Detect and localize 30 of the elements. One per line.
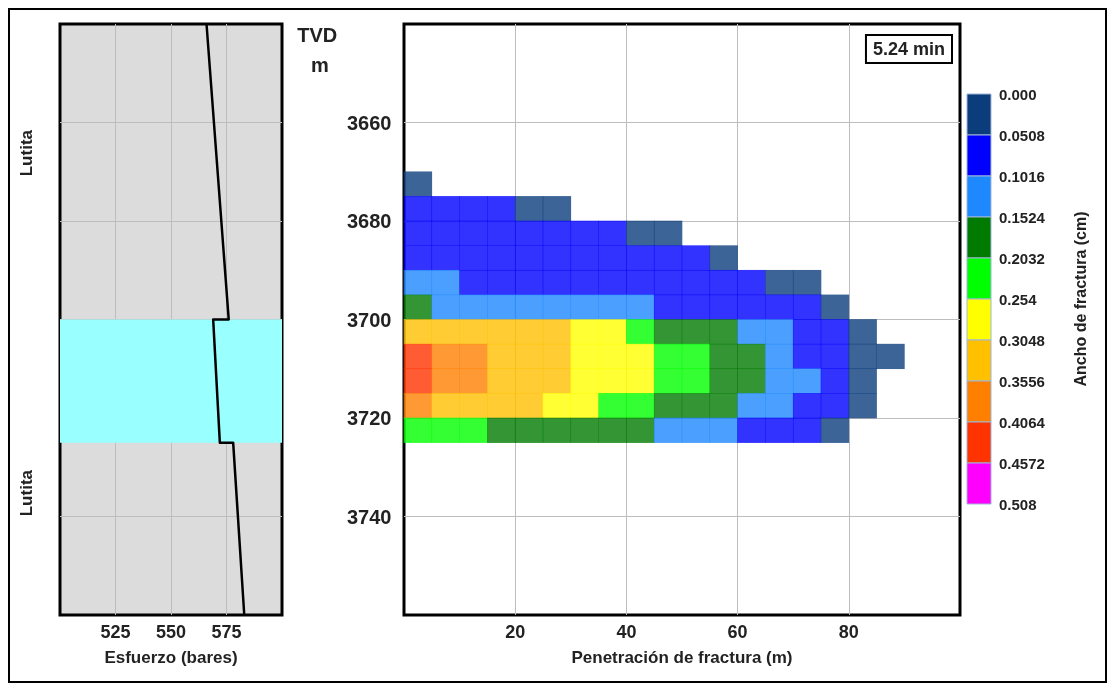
color-bar-label: 0.1524 [999,208,1046,226]
x-tick-label: 575 [211,622,242,642]
color-bar-label: 0.3556 [999,372,1045,390]
y-axis-title: TVD m [297,24,343,76]
color-bar-label: 0.3048 [999,331,1045,349]
x-axis-title: Penetración de fractura (m) [571,648,793,667]
color-bar-label: 0.4572 [999,454,1045,472]
y-tick-label: 3660 [347,111,392,134]
y-tick-label: 3680 [347,210,392,232]
x-tick-label: 20 [505,622,526,642]
color-bar-label: 0.000 [999,85,1037,103]
color-bar-label: 0.254 [999,290,1038,308]
x-tick-label: 525 [100,622,131,642]
x-tick-label: 40 [616,622,637,642]
x-axis-title: Esfuerzo (bares) [104,648,238,667]
text: Lutita [17,129,36,177]
x-tick-label: 80 [838,622,859,642]
color-bar-label: 0.508 [999,495,1037,513]
color-bar-label: 0.1016 [999,167,1045,185]
color-bar-title: Ancho de fractura (cm) [1071,211,1089,387]
color-bar-label: 0.4064 [999,413,1046,431]
y-tick-label: 3700 [347,308,392,331]
text: Lutita [17,469,36,517]
annotation: 5.24 min [872,39,946,59]
y-tick-label: 3740 [347,505,392,528]
x-tick-label: 60 [727,622,748,642]
color-bar-label: 0.0508 [999,126,1045,144]
color-bar-label: 0.2032 [999,249,1045,267]
y-tick-label: 3720 [347,407,392,429]
x-tick-label: 550 [155,622,187,642]
